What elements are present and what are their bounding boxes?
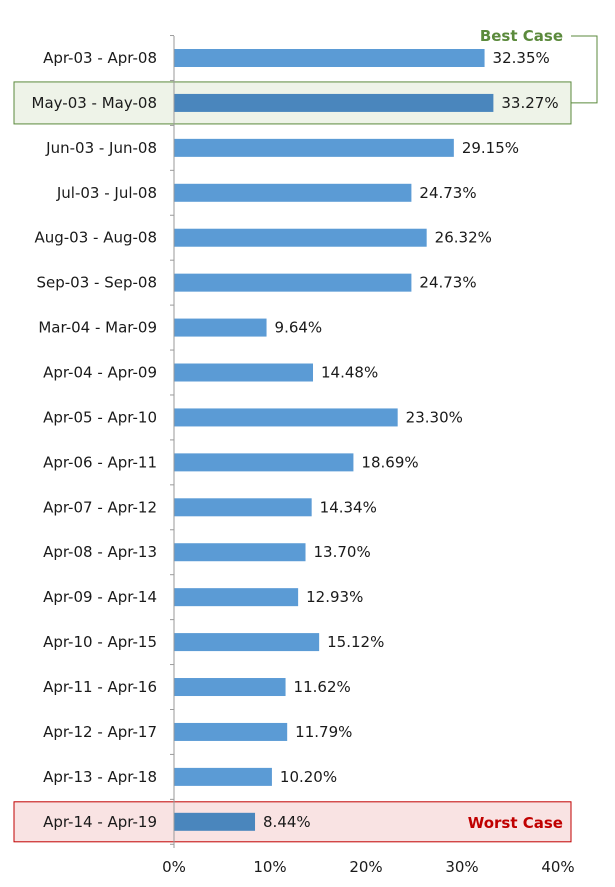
worst-case-highlight [13,801,572,843]
bar [174,588,299,607]
data-label: 11.62% [294,678,351,696]
data-label: 14.48% [321,364,378,382]
category-label: Apr-10 - Apr-15 [43,633,157,651]
bar [174,363,314,382]
data-label: 29.15% [462,139,519,157]
data-label: 24.73% [419,184,476,202]
category-label: Apr-05 - Apr-10 [43,408,157,426]
x-tick-label: 0% [162,858,186,876]
data-label: 11.79% [295,723,352,741]
data-label: 13.70% [314,543,371,561]
x-tick-label: 30% [445,858,478,876]
best-case-connector [571,35,598,104]
data-label: 26.32% [435,229,492,247]
category-label: Sep-03 - Sep-08 [37,274,158,292]
x-tick-label: 20% [349,858,382,876]
category-label: Apr-13 - Apr-18 [43,768,157,786]
bar [174,408,398,427]
data-label: 15.12% [327,633,384,651]
data-label: 24.73% [419,274,476,292]
bar [174,722,288,741]
bar [174,93,494,112]
category-label: Apr-08 - Apr-13 [43,543,157,561]
category-label: Mar-04 - Mar-09 [38,319,157,337]
x-tick-label: 10% [253,858,286,876]
data-label: 8.44% [263,813,311,831]
category-label: Apr-09 - Apr-14 [43,588,157,606]
bar [174,138,454,157]
bar [174,318,267,337]
bar [174,273,412,292]
bar [174,49,485,67]
category-label: Apr-12 - Apr-17 [43,723,157,741]
category-label: Apr-14 - Apr-19 [43,813,157,831]
worst-case-label: Worst Case [468,814,563,832]
x-tick-label: 40% [541,858,574,876]
category-label: Apr-11 - Apr-16 [43,678,157,696]
bar [174,543,306,562]
category-label: Apr-06 - Apr-11 [43,453,157,471]
category-label: May-03 - May-08 [32,94,157,112]
bar [174,767,272,786]
bar [174,453,354,472]
data-label: 32.35% [493,49,550,67]
category-label: Jun-03 - Jun-08 [45,139,157,157]
bar [174,183,412,202]
data-label: 33.27% [501,94,558,112]
bar [174,812,256,831]
data-label: 10.20% [280,768,337,786]
category-label: Apr-03 - Apr-08 [43,49,157,67]
bar [174,498,312,517]
data-label: 23.30% [406,408,463,426]
category-label: Apr-04 - Apr-09 [43,364,157,382]
data-label: 18.69% [361,453,418,471]
category-label: Aug-03 - Aug-08 [34,229,157,247]
bar [174,633,320,652]
best-case-label: Best Case [480,27,563,45]
data-label: 9.64% [275,319,323,337]
category-label: Jul-03 - Jul-08 [56,184,157,202]
data-label: 14.34% [320,498,377,516]
bar [174,228,427,247]
category-label: Apr-07 - Apr-12 [43,498,157,516]
data-label: 12.93% [306,588,363,606]
bar [174,678,286,697]
